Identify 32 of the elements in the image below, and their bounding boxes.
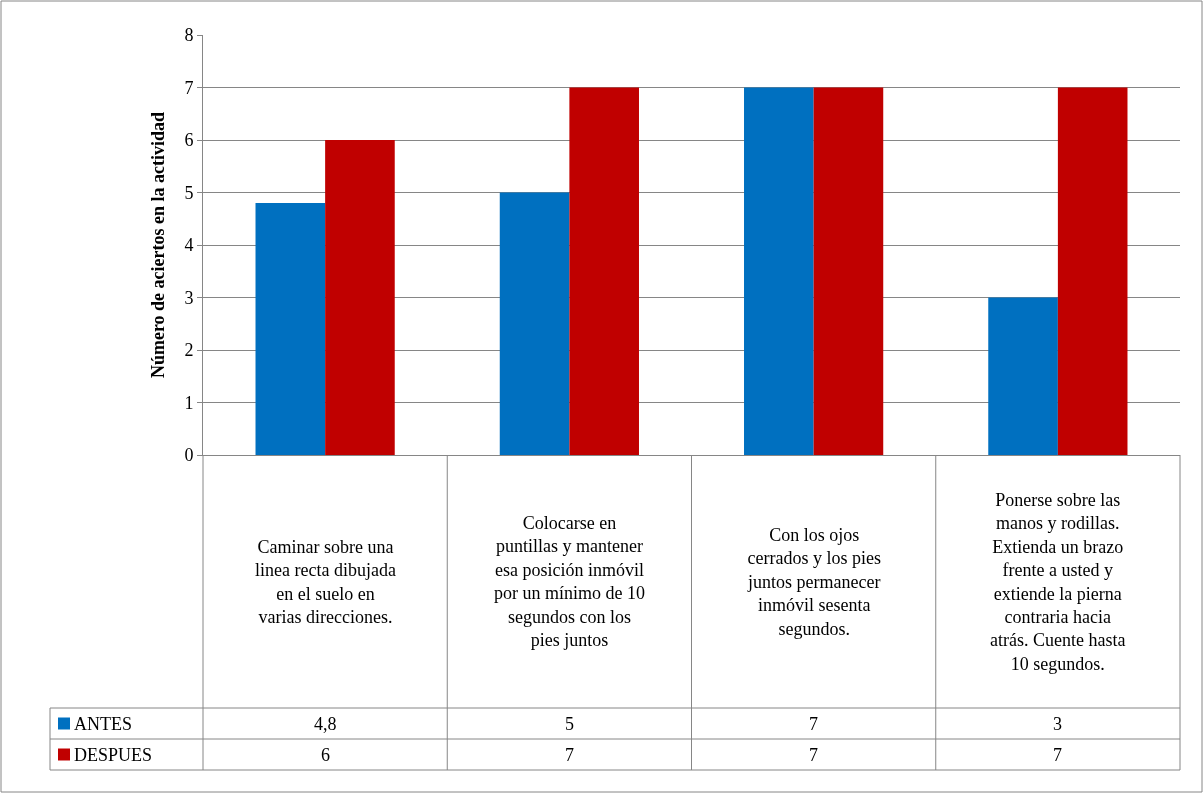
- y-tick-label: 1: [184, 392, 194, 413]
- data-label: 4,8: [314, 714, 337, 734]
- bar: [1057, 87, 1128, 455]
- y-tick-label: 2: [184, 340, 194, 361]
- data-label: 3: [1053, 714, 1062, 734]
- y-tick-label: 8: [184, 25, 194, 46]
- bar: [325, 140, 395, 455]
- x-tick-label: Colocarse en puntillas y mantener esa posición inmóvil por un mínimo de 10 segundos con los pies juntos: [494, 513, 645, 650]
- bar: [569, 87, 639, 455]
- data-label: 7: [809, 714, 818, 734]
- y-tick-label: 6: [184, 130, 194, 151]
- x-tick-label: Caminar sobre una linea recta dibujada en el suelo en varias direcciones.: [255, 537, 396, 628]
- data-label: 7: [565, 745, 574, 765]
- legend-label: ANTES: [74, 714, 132, 734]
- data-label: 5: [565, 714, 574, 734]
- bar: [499, 192, 570, 455]
- data-label: 7: [809, 745, 818, 765]
- y-tick-label: 5: [184, 182, 194, 203]
- bar: [744, 87, 814, 455]
- y-tick-label: 3: [184, 287, 194, 308]
- bar: [988, 297, 1058, 455]
- data-label: 7: [1053, 745, 1062, 765]
- y-tick-label: 7: [184, 77, 194, 98]
- bar: [255, 203, 326, 455]
- legend-label: DESPUES: [74, 745, 153, 765]
- bar: [813, 87, 884, 455]
- x-tick-label: Ponerse sobre las manos y rodillas. Extienda un brazo frente a usted y extiende la pierna contraria hacia atrás. Cuente hasta 10 segundos.: [990, 490, 1126, 674]
- y-tick-label: 0: [184, 445, 194, 466]
- y-axis-title: Número de aciertos en la actividad: [147, 111, 168, 379]
- y-tick-label: 4: [184, 235, 194, 256]
- x-tick-label: Con los ojos cerrados y los pies juntos permanecer inmóvil sesenta segundos.: [747, 525, 881, 639]
- data-label: 6: [321, 745, 330, 765]
